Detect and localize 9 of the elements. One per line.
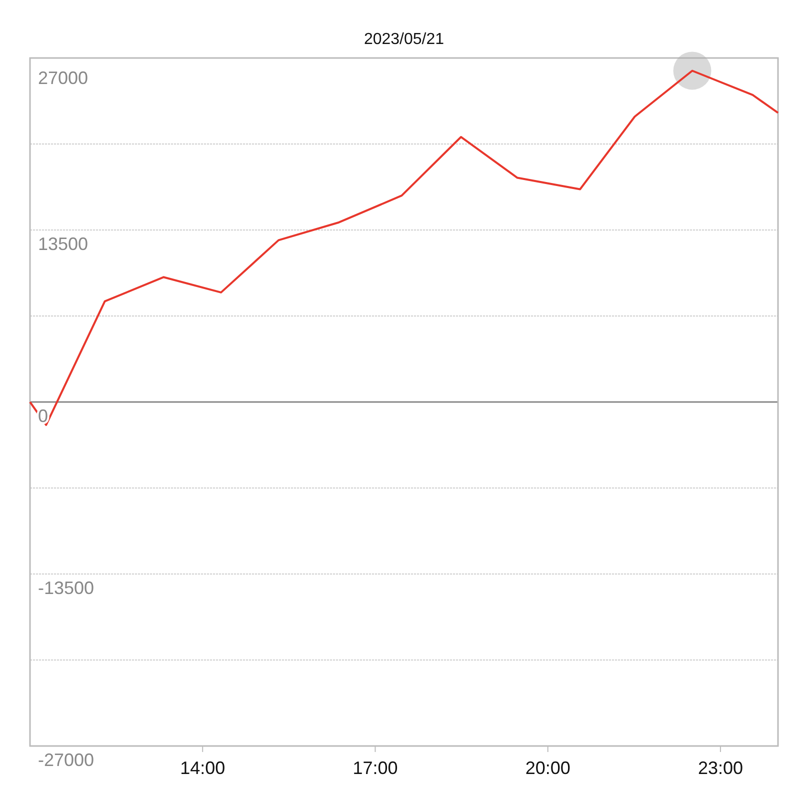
y-tick-label: 13500 bbox=[38, 234, 88, 254]
y-tick-label: -27000 bbox=[38, 750, 94, 770]
y-tick-label: -13500 bbox=[38, 578, 94, 598]
x-tick-label: 14:00 bbox=[180, 758, 226, 778]
chart-title: 2023/05/21 bbox=[364, 31, 444, 48]
x-tick-label: 23:00 bbox=[698, 758, 743, 778]
x-tick-label: 20:00 bbox=[525, 758, 570, 778]
y-tick-label: 27000 bbox=[38, 68, 88, 88]
x-tick-label: 17:00 bbox=[352, 758, 398, 778]
